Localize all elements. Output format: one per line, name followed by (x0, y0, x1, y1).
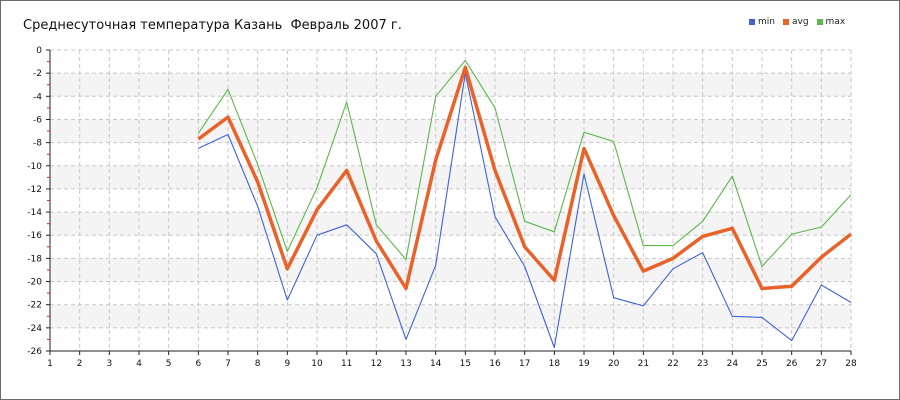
series-line-avg (197, 65, 853, 291)
legend-item-avg: avg (782, 17, 809, 27)
grid-band (50, 73, 851, 97)
x-tick-label: 19 (578, 359, 590, 369)
x-tick-label: 20 (608, 359, 620, 369)
legend-item-min: min (749, 17, 775, 27)
x-tick-label: 15 (460, 359, 471, 369)
x-tick-label: 9 (284, 359, 290, 369)
x-tick-label: 8 (255, 359, 261, 369)
grid-band (50, 258, 851, 282)
grid-band (50, 165, 851, 189)
x-tick-label: 17 (519, 359, 530, 369)
legend-swatch-avg (782, 19, 789, 25)
x-tick-label: 7 (225, 359, 231, 369)
x-tick-label: 13 (400, 359, 411, 369)
y-tick-label: 0 (36, 46, 42, 56)
x-tick-label: 1 (47, 359, 53, 369)
legend-swatch-max (816, 19, 823, 25)
x-tick-label: 14 (430, 359, 442, 369)
legend-label-avg: avg (791, 17, 809, 27)
series-line-min (198, 72, 852, 349)
y-tick-label: -12 (27, 185, 42, 195)
chart-title: Среднесуточная температура Казань Феврал… (23, 18, 402, 33)
x-tick-label: 5 (166, 359, 172, 369)
x-tick-label: 11 (341, 359, 352, 369)
legend-item-max: max (816, 17, 846, 27)
y-tick-label: -18 (27, 254, 42, 264)
legend-label-max: max (825, 17, 846, 27)
y-tick-label: -20 (27, 278, 42, 288)
y-tick-label: -14 (27, 208, 42, 218)
x-tick-label: 6 (195, 359, 201, 369)
x-tick-label: 22 (667, 359, 678, 369)
chart-legend: min avg max (749, 17, 845, 27)
x-tick-label: 10 (311, 359, 323, 369)
x-tick-label: 18 (549, 359, 561, 369)
y-tick-label: -6 (33, 115, 42, 125)
x-tick-label: 26 (786, 359, 798, 369)
x-tick-label: 23 (697, 359, 708, 369)
y-tick-label: -10 (27, 162, 42, 172)
y-tick-label: -4 (33, 92, 42, 102)
y-tick-label: -26 (27, 347, 42, 357)
x-tick-label: 24 (727, 359, 739, 369)
x-tick-label: 28 (845, 359, 857, 369)
y-tick-label: -16 (27, 231, 42, 241)
x-tick-label: 4 (136, 359, 142, 369)
legend-swatch-min (749, 19, 755, 25)
x-tick-label: 3 (106, 359, 112, 369)
y-tick-label: -22 (27, 301, 42, 311)
legend-label-min: min (758, 17, 775, 27)
grid-band (50, 119, 851, 143)
grid-band (50, 212, 851, 236)
grid-band (50, 304, 851, 328)
x-tick-label: 25 (756, 359, 767, 369)
y-tick-label: -8 (33, 139, 42, 149)
y-tick-label: -24 (27, 324, 42, 334)
x-tick-label: 21 (638, 359, 649, 369)
series-line-max (197, 59, 852, 268)
x-tick-label: 12 (371, 359, 382, 369)
x-tick-label: 27 (816, 359, 827, 369)
x-tick-label: 16 (489, 359, 501, 369)
x-tick-label: 2 (77, 359, 83, 369)
y-tick-label: -2 (33, 69, 42, 79)
